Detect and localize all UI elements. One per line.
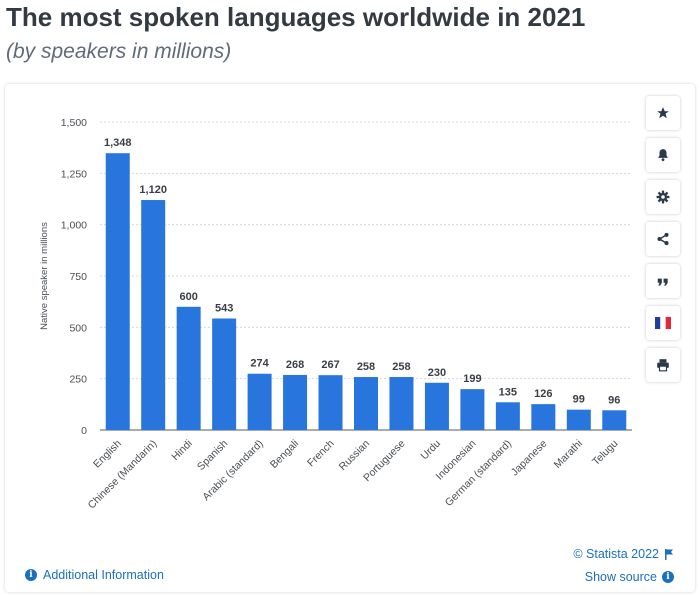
data-label: 135: [499, 386, 517, 398]
print-button[interactable]: [646, 348, 680, 382]
flag-icon: [665, 548, 673, 560]
info-icon: i: [25, 569, 37, 581]
bar: [424, 382, 449, 430]
y-tick-label: 1,250: [61, 168, 87, 180]
source-info-icon: i: [662, 571, 674, 583]
page-subtitle: (by speakers in millions): [6, 40, 232, 63]
y-tick-label: 0: [81, 425, 87, 437]
bar: [212, 318, 237, 430]
copyright-label: © Statista 2022: [573, 547, 659, 561]
show-source-label: Show source: [584, 570, 657, 584]
bar: [354, 377, 378, 430]
data-label: 258: [392, 361, 410, 373]
share-icon: [657, 232, 669, 246]
bell-icon: [658, 149, 668, 162]
data-label: 543: [215, 303, 233, 315]
bar: [176, 306, 201, 430]
x-tick-label: French: [305, 438, 337, 470]
y-axis-label: Native speaker in millions: [39, 222, 50, 330]
y-tick-label: 500: [69, 322, 87, 334]
share-button[interactable]: [646, 222, 680, 256]
bar: [247, 373, 272, 430]
star-icon: [657, 107, 669, 119]
bar: [105, 153, 130, 430]
x-tick-label: Telugu: [590, 438, 620, 468]
data-label: 96: [608, 394, 620, 406]
cite-button[interactable]: [646, 264, 680, 298]
language-button[interactable]: [646, 306, 680, 340]
notification-button[interactable]: [646, 138, 680, 172]
data-label: 230: [428, 367, 446, 379]
additional-information-label: Additional Information: [43, 568, 164, 582]
settings-button[interactable]: [646, 180, 680, 214]
data-label: 1,120: [139, 184, 167, 196]
data-label: 199: [463, 373, 481, 385]
x-tick-label: English: [91, 438, 124, 471]
bar: [602, 410, 627, 430]
favorite-button[interactable]: [646, 96, 680, 130]
y-tick-label: 1,500: [61, 117, 87, 129]
x-tick-label: Hindi: [169, 438, 194, 463]
data-label: 1,348: [104, 137, 132, 149]
bar: [495, 402, 520, 430]
chart-toolbar: [646, 96, 680, 390]
bar: [283, 374, 308, 430]
bar: [318, 375, 343, 430]
gear-icon: [656, 190, 670, 204]
y-tick-label: 1,000: [61, 220, 87, 232]
bar: [389, 377, 414, 430]
x-tick-label: Spanish: [195, 438, 230, 473]
data-label: 268: [286, 359, 304, 371]
x-tick-label: Marathi: [552, 438, 585, 471]
x-tick-label: German (standard): [443, 438, 514, 509]
data-label: 600: [179, 291, 197, 303]
page-title: The most spoken languages worldwide in 2…: [6, 2, 586, 32]
data-label: 99: [573, 394, 585, 406]
show-source-link[interactable]: Show source i: [585, 570, 674, 584]
data-label: 274: [250, 358, 269, 370]
quote-icon: [657, 278, 668, 286]
french-flag-icon: [655, 317, 671, 329]
bar: [141, 200, 166, 430]
print-icon: [657, 359, 669, 372]
x-tick-label: Urdu: [418, 438, 443, 463]
x-tick-label: Russian: [337, 438, 372, 473]
bar: [531, 404, 556, 430]
x-tick-label: Arabic (standard): [200, 438, 265, 503]
x-tick-label: Chinese (Mandarin): [86, 438, 160, 512]
data-label: 258: [357, 361, 375, 373]
copyright-notice: © Statista 2022: [573, 547, 674, 561]
y-tick-label: 250: [69, 374, 87, 386]
y-tick-label: 750: [69, 271, 87, 283]
data-label: 267: [321, 359, 339, 371]
additional-information-link[interactable]: i Additional Information: [25, 568, 164, 582]
bar: [460, 389, 485, 430]
x-tick-label: Japanese: [509, 438, 550, 479]
x-tick-label: Bengali: [268, 438, 301, 471]
bar: [566, 409, 591, 430]
data-label: 126: [534, 388, 552, 400]
